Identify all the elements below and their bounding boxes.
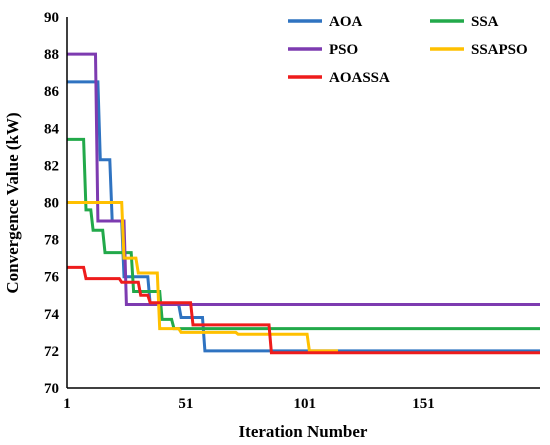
y-tick-label: 80 [44,196,59,212]
series-line-ssapso [67,201,338,353]
x-tick-label: 1 [63,396,71,412]
legend-label-ssapso: SSAPSO [471,42,528,58]
y-tick-label: 72 [44,344,59,360]
x-tick-label: 51 [178,396,193,412]
y-tick-label: 76 [44,270,60,286]
y-tick-label: 78 [44,233,59,249]
y-tick-label: 82 [44,158,59,174]
series-line-aoa [67,80,540,353]
legend-label-ssa: SSA [471,14,499,30]
y-tick-label: 70 [44,381,59,397]
y-tick-label: 88 [44,47,59,63]
series-line-aoassa [67,265,540,355]
y-axis-title: Convergence Value (kW) [3,112,22,293]
axes-layer [66,17,540,389]
x-tick-label: 151 [412,396,435,412]
x-axis-title: Iteration Number [239,422,368,441]
legend-label-aoa: AOA [329,14,363,30]
series-layer [67,52,540,355]
y-tick-label: 74 [44,307,60,323]
y-tick-label: 86 [44,84,60,100]
legend-label-pso: PSO [329,42,358,58]
x-tick-label: 101 [293,396,316,412]
legend-label-aoassa: AOASSA [329,70,390,86]
series-line-pso [67,52,540,306]
series-line-ssa [67,137,540,331]
y-tick-label: 90 [44,10,59,26]
y-tick-label: 84 [44,121,60,137]
